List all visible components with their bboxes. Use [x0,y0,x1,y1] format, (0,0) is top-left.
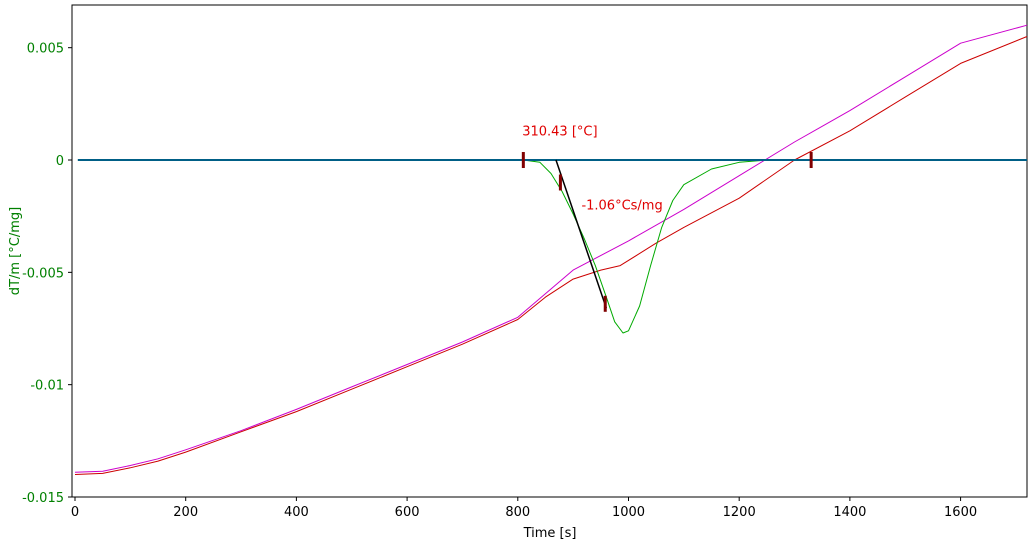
annotation-label: -1.06°Cs/mg [581,198,662,213]
event-marker [809,152,813,169]
x-tick-label: 1600 [944,505,977,520]
x-axis-title: Time [s] [523,526,577,541]
y-tick-label: 0 [56,154,64,169]
y-tick-label: -0.005 [22,266,64,281]
x-tick-label: 800 [505,505,530,520]
x-tick-label: 1000 [612,505,645,520]
plot-area-frame [71,4,1028,498]
event-marker [521,152,525,169]
x-tick-label: 400 [284,505,309,520]
series-line-magenta [74,24,1028,473]
event-marker [603,295,607,312]
x-tick-label: 1200 [723,505,756,520]
y-axis-title: dT/m [°C/mg] [8,207,23,295]
x-tick-label: 1400 [833,505,866,520]
annotation-label: 310.43 [°C] [522,124,597,139]
series-line-green [523,159,812,334]
tangent-line [555,159,608,309]
x-tick-label: 600 [395,505,420,520]
y-tick-label: 0.005 [27,42,64,57]
event-marker [558,174,562,191]
x-tick-label: 0 [71,505,79,520]
x-tick-label: 200 [173,505,198,520]
y-tick-label: -0.015 [22,491,64,506]
y-tick-label: -0.01 [30,379,64,394]
series-line-red [74,36,1028,475]
